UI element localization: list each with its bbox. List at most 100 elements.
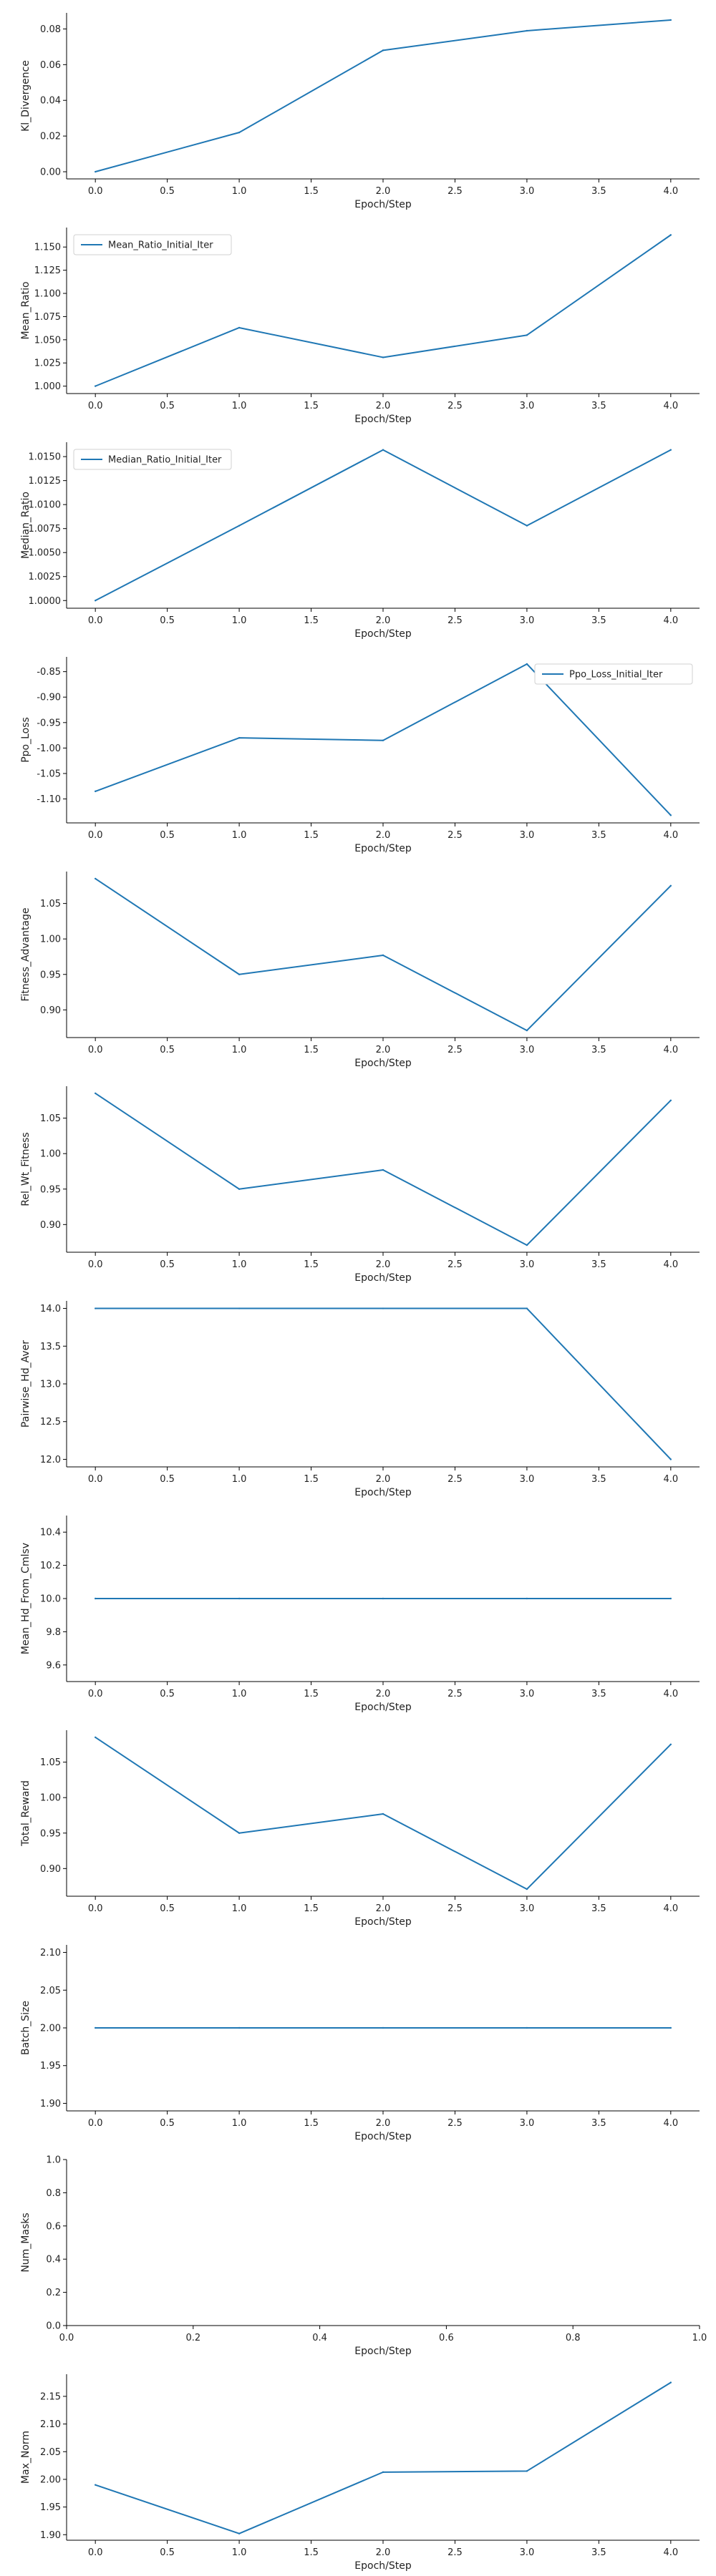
x-tick-label: 0.5	[160, 1045, 175, 1055]
y-tick-label: -0.90	[37, 693, 61, 703]
y-tick-label: 1.90	[40, 2099, 61, 2109]
y-tick-label: 0.08	[40, 24, 61, 35]
y-axis-label: Rel_Wt_Fitness	[20, 1132, 32, 1206]
x-tick-label: 3.5	[591, 1259, 606, 1270]
y-tick-label: 0.06	[40, 60, 61, 71]
y-axis-label: Mean_Hd_From_Cmlsv	[20, 1543, 32, 1654]
data-point	[526, 663, 528, 665]
x-tick-label: 4.0	[663, 1045, 678, 1055]
x-tick-label: 2.0	[376, 2118, 391, 2129]
x-tick-label: 0.0	[88, 1259, 103, 1270]
y-tick-label: 1.05	[40, 899, 61, 909]
y-tick-label: 2.10	[40, 2419, 61, 2430]
y-tick-label: 0.4	[46, 2255, 61, 2265]
data-point	[526, 29, 528, 32]
x-tick-label: 4.0	[663, 615, 678, 626]
x-tick-label: 0.4	[312, 2333, 327, 2343]
data-point	[526, 1888, 528, 1890]
y-tick-label: -1.10	[37, 794, 61, 805]
x-tick-label: 2.0	[376, 830, 391, 841]
x-tick-label: 4.0	[663, 1259, 678, 1270]
x-tick-label: 4.0	[663, 2118, 678, 2129]
y-tick-label: 0.95	[40, 970, 61, 980]
series-line	[95, 449, 672, 602]
chart-panel: 0.0 0.5 1.0 1.5 2.0 2.5 3.0 3.5 4.0 0.90 0.95 1.00 1…	[20, 1086, 700, 1284]
x-tick-label: 0.5	[160, 1259, 175, 1270]
x-tick-label: 3.0	[520, 2547, 535, 2558]
x-tick-label: 3.5	[591, 2118, 606, 2129]
data-point	[526, 525, 528, 527]
y-tick-label: 1.0150	[29, 452, 62, 463]
data-point	[669, 814, 672, 816]
x-tick-label: 1.0	[232, 1045, 247, 1055]
x-tick-label: 2.5	[448, 2547, 463, 2558]
x-tick-label: 3.5	[591, 186, 606, 197]
x-tick-label: 1.0	[232, 1474, 247, 1485]
y-tick-label: 1.95	[40, 2061, 61, 2072]
legend: Median_Ratio_Initial_Iter	[73, 449, 232, 470]
x-tick-label: 3.0	[520, 615, 535, 626]
x-tick-label: 2.0	[376, 1474, 391, 1485]
y-tick-label: 0.04	[40, 96, 61, 107]
x-tick-label: 3.5	[591, 615, 606, 626]
data-point	[94, 2484, 97, 2486]
y-tick-label: 10.4	[40, 1528, 61, 1538]
chart-panel: 0.0 0.5 1.0 1.5 2.0 2.5 3.0 3.5 4.0 12.0 12.5 13.0 1…	[20, 1301, 700, 1498]
x-tick-label: 1.5	[304, 1903, 319, 1914]
x-tick-label: 0.0	[88, 186, 103, 197]
y-tick-label: 1.0025	[29, 572, 62, 582]
x-tick-label: 1.0	[232, 830, 247, 841]
x-tick-label: 1.5	[304, 1045, 319, 1055]
data-point	[669, 2026, 672, 2029]
x-tick-label: 0.5	[160, 2118, 175, 2129]
chart-panel: 0.0 0.5 1.0 1.5 2.0 2.5 3.0 3.5 4.0 1.0000 1.0025 1…	[20, 442, 700, 640]
x-tick-label: 4.0	[663, 1903, 678, 1914]
x-tick-label: 1.5	[304, 401, 319, 411]
x-tick-label: 1.5	[304, 1689, 319, 1699]
x-axis-label: Epoch/Step	[354, 628, 412, 640]
data-point	[669, 1743, 672, 1746]
data-point	[526, 2026, 528, 2029]
y-tick-label: 1.0125	[29, 476, 62, 487]
x-tick-label: 1.5	[304, 830, 319, 841]
x-tick-label: 0.5	[160, 615, 175, 626]
data-point	[94, 170, 97, 173]
x-tick-label: 1.5	[304, 186, 319, 197]
y-axis-label: Ppo_Loss	[20, 717, 32, 763]
y-tick-label: 0.2	[46, 2288, 61, 2298]
x-tick-label: 0.5	[160, 186, 175, 197]
series-line	[95, 1307, 672, 1460]
x-tick-label: 0.5	[160, 1903, 175, 1914]
y-tick-label: 0.02	[40, 132, 61, 142]
x-tick-label: 1.0	[232, 1689, 247, 1699]
chart-panel: 0.0 0.5 1.0 1.5 2.0 2.5 3.0 3.5 4.0 0.90 0.95 1.00 1…	[20, 1730, 700, 1928]
x-tick-label: 0.8	[566, 2333, 581, 2343]
y-axis-label: Fitness_Advantage	[20, 907, 32, 1001]
x-axis-label: Epoch/Step	[354, 199, 412, 210]
x-tick-label: 0.5	[160, 401, 175, 411]
legend: Ppo_Loss_Initial_Iter	[534, 663, 693, 685]
y-tick-label: -0.85	[37, 667, 61, 678]
x-axis-label: Epoch/Step	[354, 2560, 412, 2572]
x-tick-label: 0.0	[88, 2118, 103, 2129]
y-tick-label: 14.0	[40, 1304, 61, 1314]
data-point	[669, 1458, 672, 1460]
data-point	[382, 356, 384, 358]
data-point	[94, 1736, 97, 1739]
x-tick-label: 2.5	[448, 1259, 463, 1270]
data-point	[238, 973, 241, 975]
y-tick-label: -1.05	[37, 769, 61, 779]
y-tick-label: 2.05	[40, 1986, 61, 1996]
legend-label: Ppo_Loss_Initial_Iter	[569, 670, 663, 680]
y-tick-label: 1.05	[40, 1113, 61, 1124]
data-point	[526, 1307, 528, 1309]
x-tick-label: 3.5	[591, 1045, 606, 1055]
y-tick-label: 0.0	[46, 2321, 61, 2332]
y-tick-label: 13.5	[40, 1342, 61, 1352]
x-tick-label: 0.0	[88, 615, 103, 626]
x-tick-label: 1.0	[232, 401, 247, 411]
y-tick-label: 0.95	[40, 1828, 61, 1839]
y-axis-label: Max_Norm	[20, 2431, 32, 2484]
x-axis-label: Epoch/Step	[354, 1058, 412, 1069]
